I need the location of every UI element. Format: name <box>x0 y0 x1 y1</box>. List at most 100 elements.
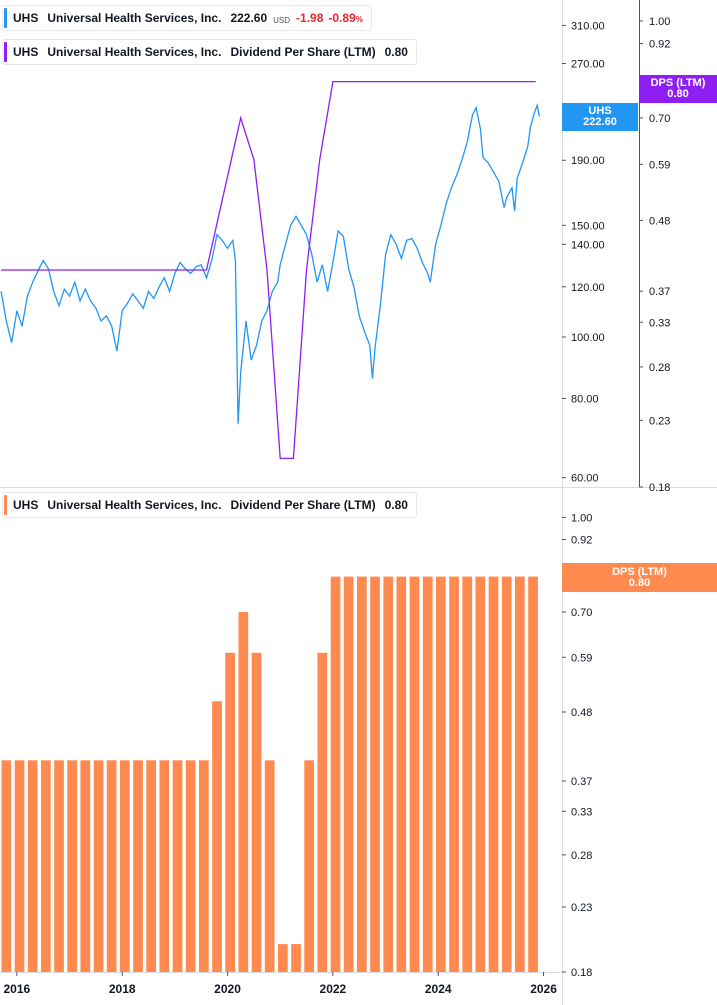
dps-bar[interactable] <box>501 576 512 972</box>
legend-dps-bottom-symbol: UHS <box>13 498 39 512</box>
dps-top-color-swatch <box>4 42 7 62</box>
dps-top-last-value-tag: DPS (LTM) 0.80 <box>639 75 717 103</box>
legend-price-currency: USD <box>273 15 291 25</box>
dps-bar[interactable] <box>383 576 394 972</box>
dps-bottom-last-value-tag: DPS (LTM) 0.80 <box>562 563 717 592</box>
dps-bar[interactable] <box>225 652 235 972</box>
dps-bar[interactable] <box>264 760 275 972</box>
legend-dps-bottom-metric: Dividend Per Share (LTM) <box>230 498 376 512</box>
dps-bar[interactable] <box>528 576 538 972</box>
dps-bar-series[interactable] <box>1 576 538 972</box>
dps-bar[interactable] <box>462 576 473 972</box>
dps-bar[interactable] <box>278 944 288 972</box>
dps-bar[interactable] <box>172 760 183 972</box>
dps-bottom-axis-label: 0.48 <box>571 707 592 719</box>
price-axis-label: 100.00 <box>571 332 605 344</box>
price-series-line[interactable] <box>0 102 541 424</box>
dps-bar[interactable] <box>199 760 209 972</box>
dps-bar[interactable] <box>304 760 314 972</box>
dps-bar[interactable] <box>251 652 262 972</box>
dps-bar[interactable] <box>80 760 91 972</box>
dps-bar[interactable] <box>212 701 222 972</box>
dps-axis-label: 0.59 <box>649 159 670 171</box>
dps-bar[interactable] <box>422 576 433 972</box>
dps-bottom-color-swatch <box>4 495 7 515</box>
dps-bar[interactable] <box>133 760 143 972</box>
price-color-swatch <box>4 8 7 28</box>
time-axis-label: 2022 <box>320 982 347 996</box>
price-tag-label: UHS <box>588 105 612 117</box>
time-axis-label: 2018 <box>109 982 136 996</box>
dps-bar[interactable] <box>27 760 38 972</box>
dps-axis-label: 0.37 <box>649 286 670 298</box>
time-axis-label: 2016 <box>4 982 31 996</box>
dps-bar[interactable] <box>436 576 446 972</box>
dps-bar[interactable] <box>41 760 51 972</box>
dps-bar[interactable] <box>317 652 328 972</box>
dps-bar[interactable] <box>146 760 156 972</box>
legend-price[interactable]: UHS Universal Health Services, Inc. 222.… <box>2 5 372 31</box>
dps-bar[interactable] <box>120 760 130 972</box>
dps-bar[interactable] <box>396 576 407 972</box>
dps-bar[interactable] <box>343 576 354 972</box>
dps-bar[interactable] <box>67 760 77 972</box>
dps-axis-label: 0.70 <box>649 113 670 125</box>
dps-top-tag-value: 0.80 <box>667 88 689 100</box>
time-axis-label: 2024 <box>425 982 452 996</box>
legend-dps-bottom-name: Universal Health Services, Inc. <box>47 498 222 512</box>
dps-bar[interactable] <box>370 576 380 972</box>
price-axis-label: 60.00 <box>571 473 599 485</box>
price-axis-label: 310.00 <box>571 20 605 32</box>
legend-price-name: Universal Health Services, Inc. <box>47 11 222 25</box>
dps-bar[interactable] <box>409 576 420 972</box>
dps-axis-label: 1.00 <box>649 16 670 28</box>
dps-bar[interactable] <box>54 760 64 972</box>
legend-price-change: -1.98 <box>296 11 324 25</box>
price-last-value-tag: UHS 222.60 <box>562 103 638 131</box>
dps-bottom-tag-label: DPS (LTM) <box>612 565 667 578</box>
dps-bar[interactable] <box>14 760 25 972</box>
dps-axis-label: 0.92 <box>649 39 670 51</box>
dps-axis-label: 0.48 <box>649 215 670 227</box>
legend-dps-top-name: Universal Health Services, Inc. <box>47 45 222 59</box>
dps-bar[interactable] <box>291 944 301 972</box>
price-axis-label: 270.00 <box>571 58 605 70</box>
dps-axis-label: 0.28 <box>649 362 670 374</box>
dps-bar[interactable] <box>330 576 341 972</box>
price-axis-label: 150.00 <box>571 220 605 232</box>
dps-bar[interactable] <box>159 760 170 972</box>
dps-bar[interactable] <box>238 612 249 972</box>
legend-dps-bottom-value: 0.80 <box>384 498 408 512</box>
price-axis-label: 120.00 <box>571 282 605 294</box>
dps-bar[interactable] <box>488 576 499 972</box>
dps-bottom-axis-label: 0.70 <box>571 607 592 619</box>
dps-bottom-tag-value: 0.80 <box>628 576 651 589</box>
dps-bar[interactable] <box>1 760 12 972</box>
legend-dps-bottom[interactable]: UHS Universal Health Services, Inc. Divi… <box>2 492 417 518</box>
dps-axis-label: 0.33 <box>649 317 670 329</box>
dps-bar[interactable] <box>357 576 367 972</box>
price-axis-label: 140.00 <box>571 239 605 251</box>
legend-price-value: 222.60 <box>230 11 268 25</box>
dps-bar[interactable] <box>185 760 196 972</box>
dps-bar[interactable] <box>449 576 459 972</box>
legend-price-change-pct: -0.89% <box>328 11 363 25</box>
time-axis-label: 2026 <box>530 982 557 996</box>
dps-bottom-axis-label: 0.59 <box>571 652 592 664</box>
dps-bar[interactable] <box>93 760 104 972</box>
legend-dps-top-symbol: UHS <box>13 45 39 59</box>
dps-bottom-axis-label: 0.37 <box>571 776 592 788</box>
dps-bar[interactable] <box>515 576 525 972</box>
legend-dps-top[interactable]: UHS Universal Health Services, Inc. Divi… <box>2 39 417 65</box>
legend-dps-top-metric: Dividend Per Share (LTM) <box>230 45 376 59</box>
time-axis: 2016 2018 2020 2022 2024 2026 <box>4 972 557 996</box>
dps-bar[interactable] <box>106 760 117 972</box>
dps-bottom-axis-label: 0.33 <box>571 806 592 818</box>
dps-series-line[interactable] <box>1 80 536 460</box>
legend-dps-top-value: 0.80 <box>384 45 408 59</box>
dps-bottom-axis-label: 0.92 <box>571 535 592 547</box>
dps-bar[interactable] <box>475 576 486 972</box>
price-axis: 310.00 270.00 190.00 150.00 140.00 120.00 100.… <box>562 20 605 485</box>
dps-axis-label: 0.18 <box>649 482 670 494</box>
